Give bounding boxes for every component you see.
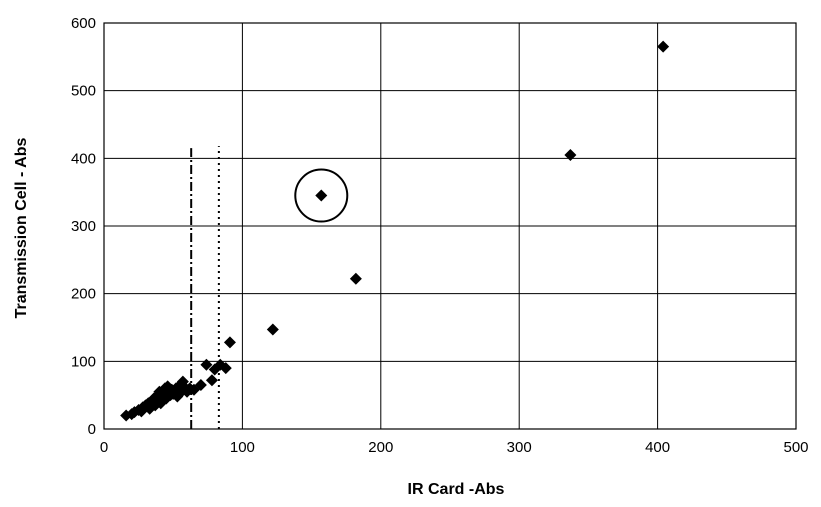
x-tick-label: 100 bbox=[230, 439, 255, 456]
x-tick-labels: 0 100 200 300 400 500 bbox=[100, 439, 809, 456]
highlight-circle-ring bbox=[294, 168, 349, 223]
data-point bbox=[205, 374, 218, 387]
y-axis-title: Transmission Cell - Abs bbox=[13, 138, 30, 319]
data-point bbox=[194, 379, 207, 392]
y-tick-label: 600 bbox=[71, 15, 96, 32]
x-axis-title: IR Card -Abs bbox=[408, 481, 505, 498]
reference-lines bbox=[190, 146, 220, 429]
data-point bbox=[223, 336, 236, 349]
y-tick-label: 200 bbox=[71, 286, 96, 303]
y-tick-label: 400 bbox=[71, 150, 96, 167]
highlight-circle bbox=[294, 168, 349, 223]
y-tick-label: 300 bbox=[71, 218, 96, 235]
data-point bbox=[266, 323, 279, 336]
data-point bbox=[349, 272, 362, 285]
y-tick-label: 0 bbox=[88, 421, 96, 438]
y-tick-label: 100 bbox=[71, 353, 96, 370]
data-point bbox=[657, 40, 670, 53]
x-tick-label: 400 bbox=[645, 439, 670, 456]
y-tick-labels: 0 100 200 300 400 500 600 bbox=[71, 15, 96, 438]
plot-area-border bbox=[103, 22, 797, 430]
data-points bbox=[120, 40, 670, 422]
x-tick-label: 500 bbox=[783, 439, 808, 456]
x-tick-label: 0 bbox=[100, 439, 108, 456]
y-tick-label: 500 bbox=[71, 83, 96, 100]
x-tick-label: 200 bbox=[368, 439, 393, 456]
data-point bbox=[219, 362, 232, 375]
data-point bbox=[200, 358, 213, 371]
data-point bbox=[564, 148, 577, 161]
data-point bbox=[315, 189, 328, 202]
x-tick-label: 300 bbox=[507, 439, 532, 456]
